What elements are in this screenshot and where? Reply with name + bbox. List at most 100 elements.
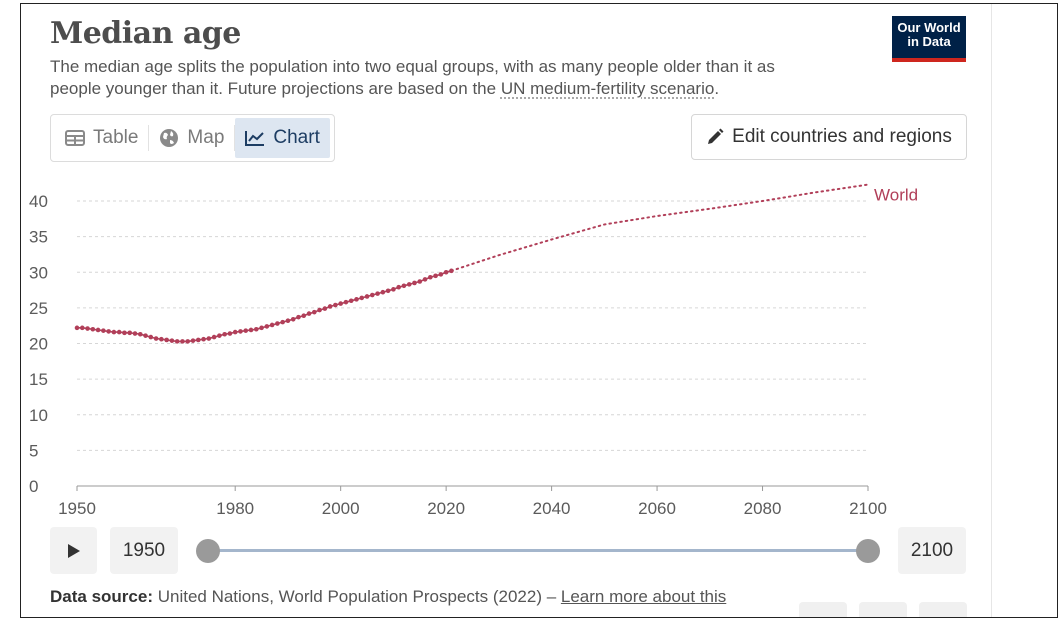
data-point [127, 330, 133, 336]
data-point [285, 318, 291, 323]
y-tick-label: 20 [29, 335, 48, 354]
data-point [306, 311, 312, 316]
data-point [169, 338, 175, 343]
data-point [132, 331, 138, 336]
series-label-world: World [874, 186, 918, 205]
learn-more-link[interactable]: Learn more about this [560, 587, 727, 606]
owid-logo[interactable]: Our World in Data [892, 16, 966, 62]
data-point [269, 322, 275, 328]
y-tick-label: 5 [29, 441, 38, 460]
data-point [222, 331, 227, 337]
footer-action-button[interactable] [799, 602, 847, 617]
data-point [122, 330, 127, 336]
data-point [137, 331, 143, 337]
y-tick-label: 15 [29, 370, 48, 389]
timeline-track[interactable] [208, 549, 867, 552]
logo-line-1: Our World [897, 20, 961, 35]
data-point [433, 273, 438, 279]
data-point [106, 329, 111, 334]
data-point [164, 337, 169, 343]
series-line-projection [450, 183, 869, 272]
data-point [280, 319, 285, 325]
data-point [401, 283, 407, 289]
x-tick-label: 2040 [533, 499, 571, 518]
chart-frame: Median age The median age splits the pop… [20, 3, 1058, 618]
data-point [79, 325, 85, 331]
data-point [443, 269, 449, 275]
data-point [90, 326, 96, 332]
data-point [364, 294, 370, 299]
play-button[interactable] [50, 527, 97, 574]
data-point [217, 333, 222, 338]
data-point [343, 299, 349, 305]
data-point [301, 313, 307, 319]
data-point [201, 336, 206, 342]
y-tick-label: 35 [29, 228, 48, 247]
data-point [148, 334, 154, 340]
data-point [180, 339, 185, 344]
chart-subtitle: The median age splits the population int… [50, 56, 830, 100]
data-point [101, 328, 106, 333]
data-point [327, 304, 333, 309]
data-point [348, 298, 354, 304]
data-point [243, 328, 249, 333]
play-icon [67, 543, 80, 558]
data-point [143, 333, 148, 338]
data-point [211, 334, 217, 340]
data-point [264, 324, 270, 329]
data-point [406, 282, 412, 287]
data-point [95, 327, 101, 333]
data-point [322, 306, 328, 311]
data-point [275, 321, 280, 326]
data-point [248, 327, 254, 333]
data-point [317, 307, 322, 313]
data-point [206, 336, 212, 341]
timeline-start-handle[interactable] [196, 539, 220, 563]
data-point [412, 280, 417, 286]
logo-line-2: in Data [907, 34, 951, 49]
subtitle-end: . [714, 79, 720, 98]
series-line-historical [77, 270, 452, 343]
tab-map-label: Map [187, 127, 225, 148]
y-tick-label: 0 [29, 477, 38, 496]
x-tick-label: 2020 [427, 499, 465, 518]
timeline-start-year[interactable]: 1950 [110, 527, 178, 574]
timeline-end-handle[interactable] [856, 539, 880, 563]
logo-accent-bar [892, 58, 966, 62]
data-point [290, 316, 296, 322]
tab-chart[interactable]: Chart [235, 118, 330, 158]
y-tick-label: 25 [29, 299, 48, 318]
data-point [312, 309, 317, 315]
data-point [333, 302, 338, 308]
edit-countries-button[interactable]: Edit countries and regions [691, 114, 967, 160]
x-tick-label: 2080 [744, 499, 782, 518]
x-tick-label: 2060 [638, 499, 676, 518]
y-tick-label: 10 [29, 406, 48, 425]
subtitle-link-un-scenario[interactable]: UN medium-fertility scenario [500, 79, 715, 98]
data-point [296, 314, 301, 320]
globe-icon [160, 129, 179, 147]
data-point [190, 338, 196, 343]
data-point [391, 287, 396, 292]
timeline-end-year[interactable]: 2100 [898, 527, 966, 574]
side-divider [991, 4, 992, 617]
data-point [375, 291, 380, 296]
data-point [185, 339, 191, 344]
tab-separator [148, 125, 150, 151]
x-tick-label: 2000 [322, 499, 360, 518]
source-label: Data source: [50, 587, 153, 606]
pencil-icon [708, 128, 724, 144]
data-point [370, 292, 375, 298]
data-point [116, 329, 122, 335]
data-point [111, 329, 117, 335]
data-source: Data source: United Nations, World Popul… [50, 587, 726, 607]
tab-map[interactable]: Map [149, 118, 234, 158]
table-icon [65, 130, 85, 146]
footer-action-button[interactable] [919, 602, 967, 617]
data-point [232, 329, 238, 335]
data-point [85, 326, 90, 331]
tab-table[interactable]: Table [55, 118, 148, 158]
footer-action-button[interactable] [859, 602, 907, 617]
tab-chart-label: Chart [273, 127, 320, 148]
data-point [417, 279, 423, 284]
